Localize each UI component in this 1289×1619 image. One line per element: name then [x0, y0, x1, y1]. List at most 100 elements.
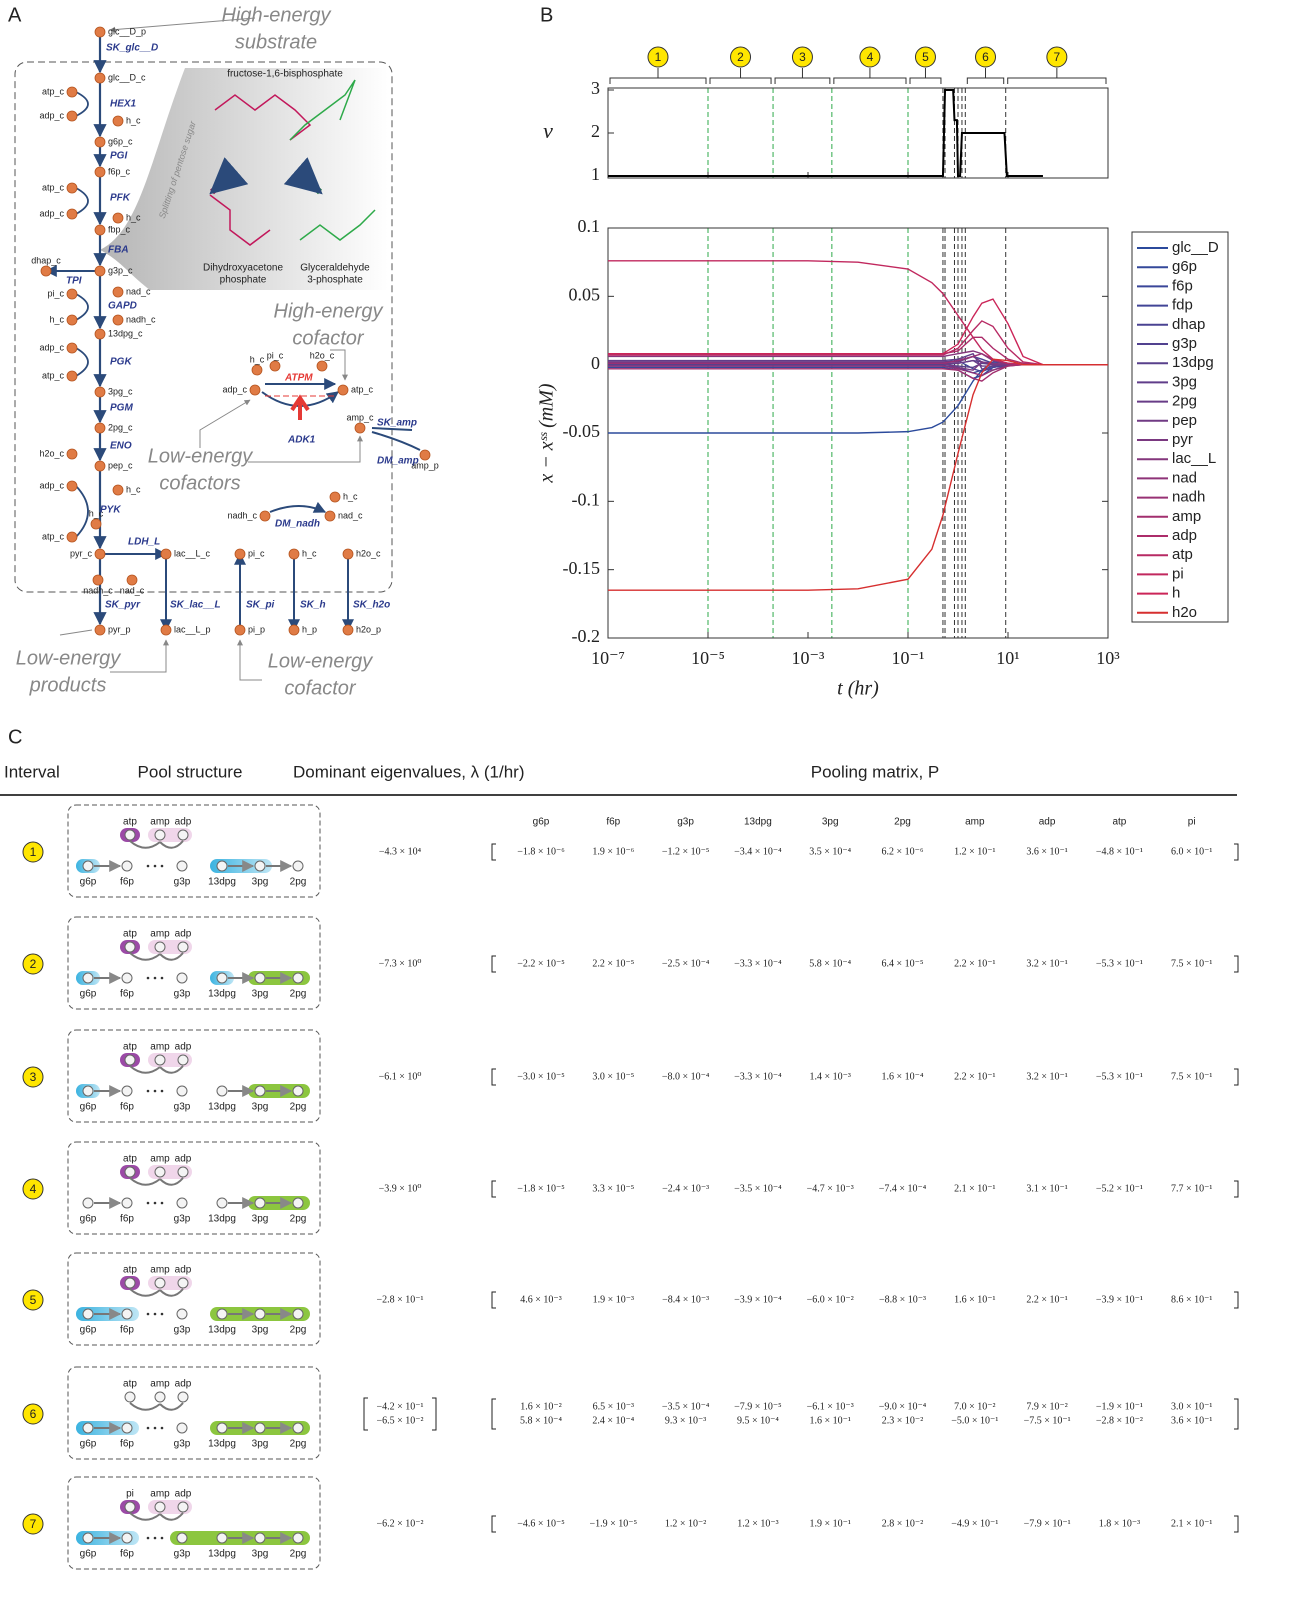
pool-arrow — [130, 1066, 183, 1073]
metabolite-label: glc__D_p — [108, 26, 146, 36]
pool-node — [155, 1502, 165, 1512]
metabolite-label: nadh_c — [83, 585, 113, 595]
reaction-label: PGM — [110, 403, 133, 414]
matrix-entry: 2.3 × 10⁻² — [882, 1415, 923, 1426]
metabolite-label: atp_c — [42, 86, 65, 96]
reaction-label: SK_glc__D — [106, 43, 158, 54]
annotation: cofactor — [292, 327, 364, 349]
pool-label: amp — [150, 1489, 170, 1500]
pool-box — [68, 1477, 320, 1569]
pool-dots — [147, 1202, 150, 1205]
matrix-entry: 1.8 × 10⁻³ — [1099, 1518, 1140, 1529]
pool-node — [217, 1198, 227, 1208]
pool-box — [68, 1253, 320, 1345]
metabolite-node — [325, 511, 335, 521]
pool-dots — [147, 1313, 150, 1316]
structure-label: phosphate — [220, 275, 267, 286]
matrix-entry: −3.9 × 10⁻⁴ — [734, 1294, 782, 1305]
pool-node — [255, 861, 265, 871]
metabolite-label: h_c — [343, 491, 358, 501]
pool-dots — [147, 1537, 150, 1540]
atpm-red-arrow — [292, 398, 308, 420]
pool-node — [122, 973, 132, 983]
pool-label: amp — [150, 929, 170, 940]
x-tick-label: 10⁻⁷ — [591, 648, 625, 668]
pool-dots — [154, 1537, 157, 1540]
column-label: g3p — [677, 817, 694, 828]
column-label: 13dpg — [744, 817, 772, 828]
metabolite-label: atp_c — [42, 182, 65, 192]
cofactor-arc — [76, 92, 88, 116]
cofactor-arc — [76, 486, 88, 537]
column-label: pi — [1188, 817, 1196, 828]
matrix-entry: −5.3 × 10⁻¹ — [1096, 958, 1143, 969]
x-tick-label: 10⁻¹ — [892, 648, 925, 668]
pool-node — [155, 1167, 165, 1177]
matrix-entry: −6.1 × 10⁻³ — [807, 1401, 854, 1412]
metabolite-node — [67, 315, 77, 325]
pool-label: 13dpg — [208, 989, 236, 1000]
matrix-entry: −3.0 × 10⁻⁵ — [517, 1071, 565, 1082]
reaction-label: GAPD — [108, 301, 137, 312]
pool-label: g3p — [174, 1439, 191, 1450]
legend-label: 13dpg — [1172, 354, 1214, 371]
matrix-entry: 1.6 × 10⁻¹ — [954, 1294, 995, 1305]
interval-number: 7 — [1054, 50, 1061, 64]
interval-number: 3 — [30, 1070, 37, 1084]
pool-label: g3p — [174, 1549, 191, 1560]
x-tick-label: 10⁻³ — [792, 648, 826, 668]
matrix-entry: −1.2 × 10⁻⁵ — [662, 846, 710, 857]
matrix-bracket — [1234, 956, 1238, 972]
matrix-entry: −2.5 × 10⁻⁴ — [662, 958, 710, 969]
panel-label: A — [8, 4, 22, 26]
pool-node — [155, 942, 165, 952]
matrix-entry: −4.6 × 10⁻⁵ — [517, 1518, 565, 1529]
metabolite-label: pi_c — [248, 548, 265, 558]
interval-number: 7 — [30, 1517, 37, 1531]
y-tick-label: 2 — [591, 121, 600, 141]
metabolite-label: g3p_c — [108, 265, 133, 275]
matrix-entry: 3.6 × 10⁻¹ — [1171, 1415, 1212, 1426]
metabolite-node — [95, 387, 105, 397]
matrix-entry: −5.2 × 10⁻¹ — [1096, 1183, 1143, 1194]
pool-node — [217, 1533, 227, 1543]
interval-bracket — [834, 68, 906, 84]
pool-node — [293, 1309, 303, 1319]
metabolite-node — [113, 315, 123, 325]
metabolite-label: h2o_c — [39, 448, 64, 458]
reaction-label: PGI — [110, 151, 127, 162]
matrix-entry: 1.4 × 10⁻³ — [809, 1071, 850, 1082]
metabolite-node — [330, 492, 340, 502]
pool-label: 3pg — [252, 1102, 269, 1113]
pool-box — [68, 917, 320, 1009]
dm-nadh-arrow — [270, 506, 325, 512]
column-label: adp — [1039, 817, 1056, 828]
pool-label: 13dpg — [208, 1102, 236, 1113]
interval-number: 5 — [30, 1293, 37, 1307]
matrix-bracket — [1234, 1181, 1238, 1197]
table-header: Pool structure — [138, 762, 243, 781]
pool-node — [217, 1309, 227, 1319]
metabolite-label: h_c — [250, 354, 265, 364]
data-line — [608, 365, 1108, 376]
matrix-entry: 5.8 × 10⁻⁴ — [809, 958, 851, 969]
cofactor-arc — [76, 294, 88, 320]
matrix-bracket — [1234, 844, 1238, 860]
metabolite-node — [235, 625, 245, 635]
pool-label: 3pg — [252, 877, 269, 888]
pool-label: amp — [150, 1379, 170, 1390]
matrix-entry: −3.3 × 10⁻⁴ — [734, 1071, 782, 1082]
matrix-bracket — [492, 844, 496, 860]
data-line — [608, 362, 1108, 433]
pool-label: pi — [126, 1489, 134, 1500]
reaction-label: DM_nadh — [275, 519, 320, 530]
interval-bracket — [1008, 68, 1106, 84]
interval-number: 1 — [655, 50, 662, 64]
matrix-entry: 3.0 × 10⁻¹ — [1171, 1401, 1212, 1412]
matrix-entry: 6.4 × 10⁻⁵ — [882, 958, 924, 969]
matrix-entry: 1.6 × 10⁻⁴ — [882, 1071, 924, 1082]
legend-label: glc__D — [1172, 239, 1219, 256]
matrix-entry: −2.2 × 10⁻⁵ — [517, 958, 565, 969]
matrix-entry: 2.1 × 10⁻¹ — [1171, 1518, 1212, 1529]
metabolite-node — [95, 27, 105, 37]
